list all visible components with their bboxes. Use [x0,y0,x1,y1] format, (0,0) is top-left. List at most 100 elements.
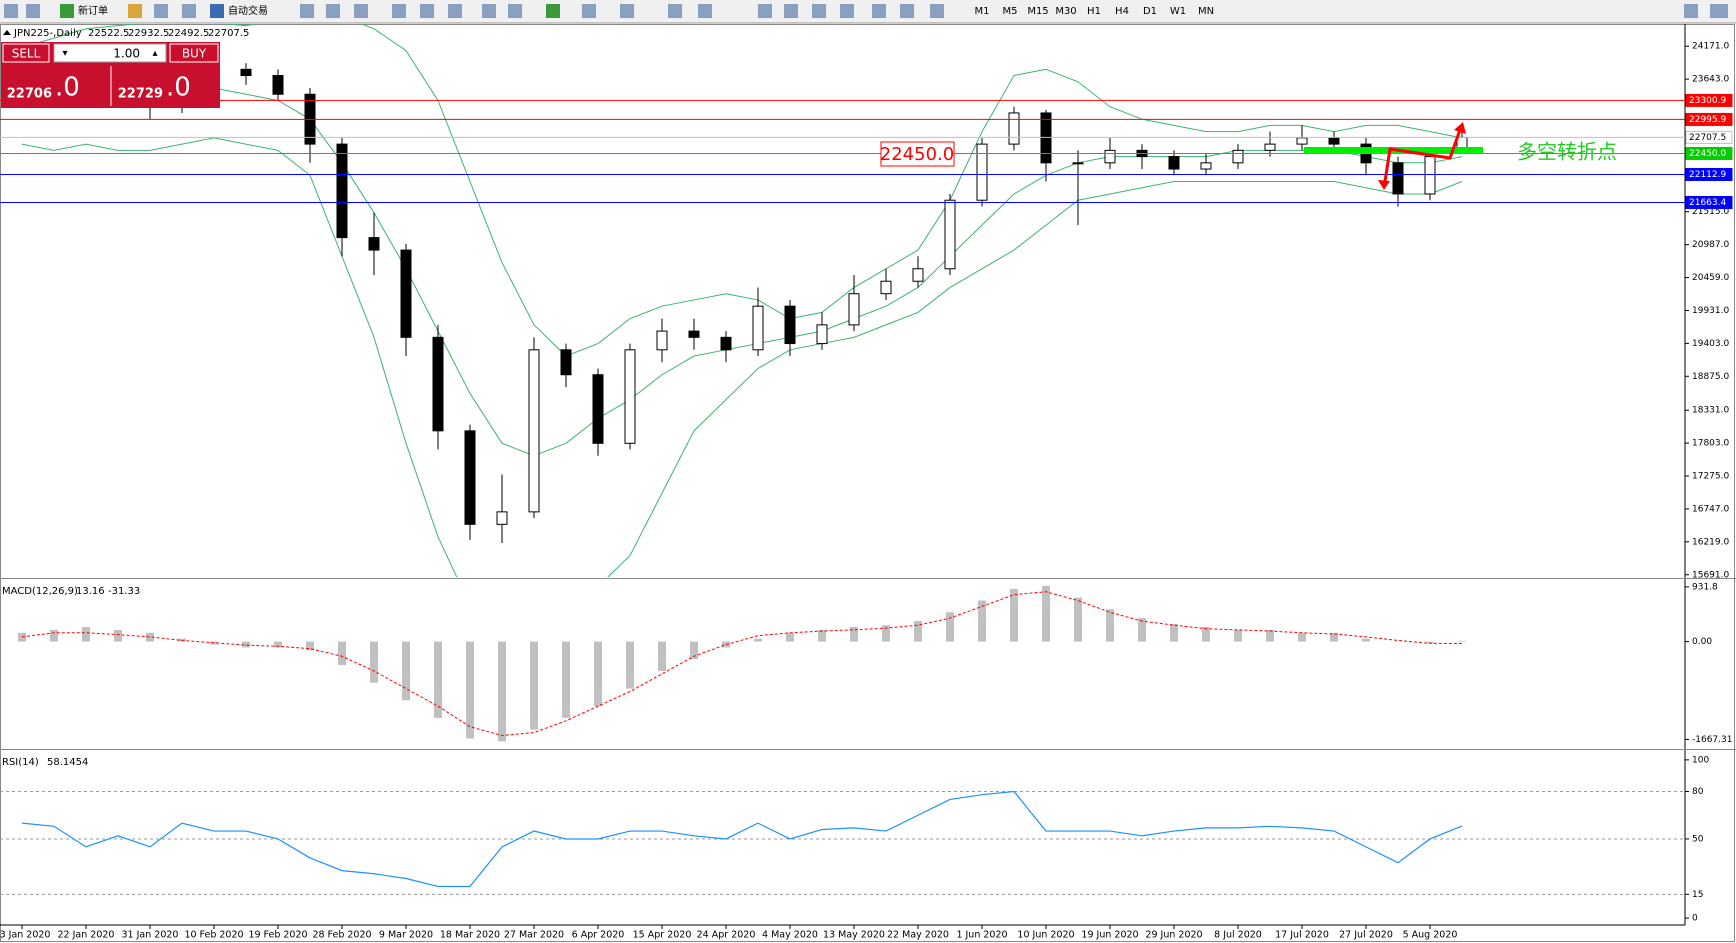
candle-body [528,349,540,513]
candle-body [1424,156,1436,195]
y-tick-label: 15 [1692,890,1703,900]
icon[interactable] [128,4,142,18]
buy-label[interactable]: BUY [182,47,207,61]
buy-button[interactable] [169,43,219,63]
macd-bar [434,641,442,718]
trade-panel: SELL ▾ ▴ 1.00 BUY 22706 .0 22729 .0 [1,42,220,108]
candle-body [1200,162,1212,170]
icon[interactable] [1684,4,1698,18]
icon[interactable] [448,4,462,18]
x-tick-label: 24 Apr 2020 [697,930,756,941]
icon[interactable] [482,4,496,18]
icon[interactable] [154,4,168,18]
timeframe[interactable]: M15 [1027,6,1048,17]
x-tick-label: 6 Apr 2020 [572,930,625,941]
icon[interactable] [326,4,340,18]
y-tick-label: 21515.0 [1692,207,1729,217]
macd-bar [50,629,58,642]
icon[interactable] [392,4,406,18]
icon[interactable] [900,4,914,18]
icon[interactable] [300,4,314,18]
icon[interactable] [546,4,560,18]
macd-bar [1042,585,1050,642]
spin-down[interactable]: ▾ [62,48,67,59]
candle-body [1072,162,1084,165]
candle-body [496,511,508,525]
icon[interactable] [758,4,772,18]
auto-trading[interactable]: 自动交易 [228,4,268,17]
macd-bar [82,626,90,642]
y-tick-label: 19931.0 [1692,306,1729,316]
pane-value: 13.16 [76,586,105,597]
signal-line [21,591,1463,737]
macd-bar [754,638,762,642]
bollinger-band [21,24,1463,357]
x-tick-label: 9 Mar 2020 [379,930,433,941]
macd-bar [850,626,858,642]
icon[interactable] [620,4,634,18]
icon[interactable] [698,4,712,18]
y-tick-label: 19403.0 [1692,339,1729,349]
sell-button[interactable] [2,43,50,63]
sell-label[interactable]: SELL [12,47,41,61]
ask-price[interactable]: 22729 [118,87,163,102]
level-tag [1685,130,1733,144]
icon[interactable] [784,4,798,18]
macd-bar [882,625,890,642]
icon[interactable] [60,4,74,18]
candle-body [1168,156,1180,170]
icon[interactable] [812,4,826,18]
spin-up[interactable]: ▴ [152,48,157,59]
symbol-title: JPN225-,Daily [13,28,82,39]
y-tick-label: 16747.0 [1692,504,1729,514]
timeframe[interactable]: M5 [1003,6,1018,17]
timeframe[interactable]: M30 [1055,6,1076,17]
icon[interactable] [508,4,522,18]
y-tick-label: 17803.0 [1692,439,1729,449]
icon[interactable] [210,4,224,18]
timeframe[interactable]: D1 [1143,6,1157,17]
level-tag [1685,93,1733,107]
bollinger-band [21,137,1463,577]
y-tick-label: 24171.0 [1692,42,1729,52]
icon[interactable] [182,4,196,18]
pane [0,790,1685,895]
ohlc-high: 22932.5 [128,28,169,39]
level-box-label: 22450.0 [880,144,954,165]
timeframe[interactable]: H1 [1087,6,1101,17]
volume-input[interactable] [53,43,167,63]
x-tick-label: 5 Aug 2020 [1403,930,1458,941]
timeframe[interactable]: W1 [1170,6,1186,17]
x-tick-label: 18 Mar 2020 [440,930,500,941]
macd-bar [114,629,122,642]
ask-fraction[interactable]: .0 [166,73,191,103]
level-label: 22112.9 [1689,170,1726,180]
bid-fraction[interactable]: .0 [55,73,80,103]
collapse-icon[interactable] [3,30,11,35]
icon[interactable] [872,4,886,18]
icon[interactable] [4,4,18,18]
bid-price[interactable]: 22706 [7,87,52,102]
pane [16,24,1468,577]
icon[interactable] [582,4,596,18]
icon[interactable] [354,4,368,18]
icon[interactable] [840,4,854,18]
level-box [880,141,955,167]
macd-bar [1074,597,1082,642]
arrow-head [1378,122,1466,190]
timeframe[interactable]: M1 [975,6,990,17]
candle-body [656,330,668,351]
x-tick-label: 17 Jul 2020 [1275,930,1329,941]
new-order[interactable]: 新订单 [78,4,108,17]
y-tick-label: -1667.31 [1692,735,1732,745]
icon[interactable] [420,4,434,18]
icon[interactable] [1710,4,1728,18]
timeframe[interactable]: MN [1198,6,1214,17]
volume-value[interactable]: 1.00 [113,47,140,61]
icon[interactable] [668,4,682,18]
icon[interactable] [930,4,944,18]
y-tick-label: 80 [1692,787,1704,797]
ohlc-open: 22522.5 [88,28,129,39]
icon[interactable] [26,4,40,18]
timeframe[interactable]: H4 [1115,6,1129,17]
